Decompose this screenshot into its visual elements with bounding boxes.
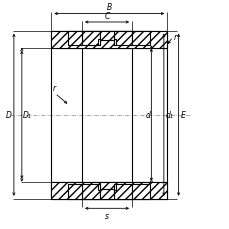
Bar [82,184,100,199]
Bar [82,31,100,46]
Bar [113,40,115,46]
Text: d: d [145,111,150,120]
Bar [113,184,115,190]
Bar [100,189,113,199]
Bar [51,31,166,49]
Text: r: r [173,33,176,42]
Bar [113,184,131,199]
Text: s: s [105,211,109,220]
Text: D₁: D₁ [23,111,32,120]
Bar [51,182,166,199]
Bar [113,31,131,46]
Text: r: r [53,84,56,93]
Bar [98,40,100,46]
Bar [68,184,82,199]
Text: D: D [6,111,11,120]
Bar [100,31,113,41]
Text: C: C [104,12,109,21]
Text: E: E [180,111,185,120]
Bar [131,184,150,199]
Text: d₁: d₁ [165,111,173,120]
Text: B: B [106,3,112,12]
Bar [98,184,100,190]
Bar [68,31,82,46]
Bar [131,31,150,46]
